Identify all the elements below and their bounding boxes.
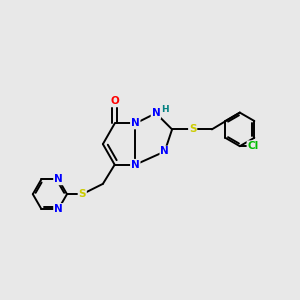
Text: Cl: Cl <box>248 141 259 151</box>
Text: O: O <box>110 96 119 106</box>
Text: N: N <box>54 204 63 214</box>
Text: N: N <box>131 160 140 170</box>
Text: N: N <box>152 108 160 118</box>
Text: S: S <box>189 124 196 134</box>
Text: N: N <box>131 118 140 128</box>
Text: N: N <box>54 174 63 184</box>
Text: N: N <box>160 146 169 157</box>
Text: H: H <box>161 105 169 114</box>
Text: S: S <box>79 189 86 199</box>
